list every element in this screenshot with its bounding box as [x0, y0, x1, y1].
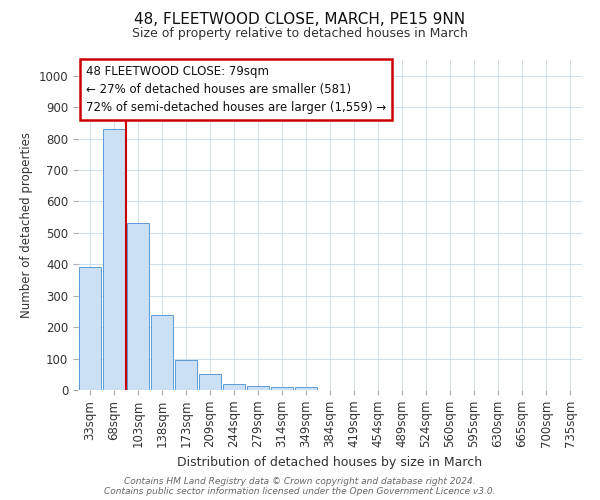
Text: Size of property relative to detached houses in March: Size of property relative to detached ho…: [132, 28, 468, 40]
Bar: [223, 384, 245, 390]
Bar: [271, 387, 293, 390]
Bar: [79, 268, 101, 390]
X-axis label: Distribution of detached houses by size in March: Distribution of detached houses by size …: [178, 456, 482, 468]
Bar: [103, 129, 125, 390]
Bar: [175, 360, 197, 390]
Bar: [295, 388, 317, 390]
Bar: [247, 386, 269, 390]
Text: 48 FLEETWOOD CLOSE: 79sqm
← 27% of detached houses are smaller (581)
72% of semi: 48 FLEETWOOD CLOSE: 79sqm ← 27% of detac…: [86, 65, 386, 114]
Bar: [199, 374, 221, 390]
Y-axis label: Number of detached properties: Number of detached properties: [20, 132, 33, 318]
Text: 48, FLEETWOOD CLOSE, MARCH, PE15 9NN: 48, FLEETWOOD CLOSE, MARCH, PE15 9NN: [134, 12, 466, 28]
Bar: [151, 314, 173, 390]
Text: Contains HM Land Registry data © Crown copyright and database right 2024.
Contai: Contains HM Land Registry data © Crown c…: [104, 476, 496, 496]
Bar: [127, 224, 149, 390]
